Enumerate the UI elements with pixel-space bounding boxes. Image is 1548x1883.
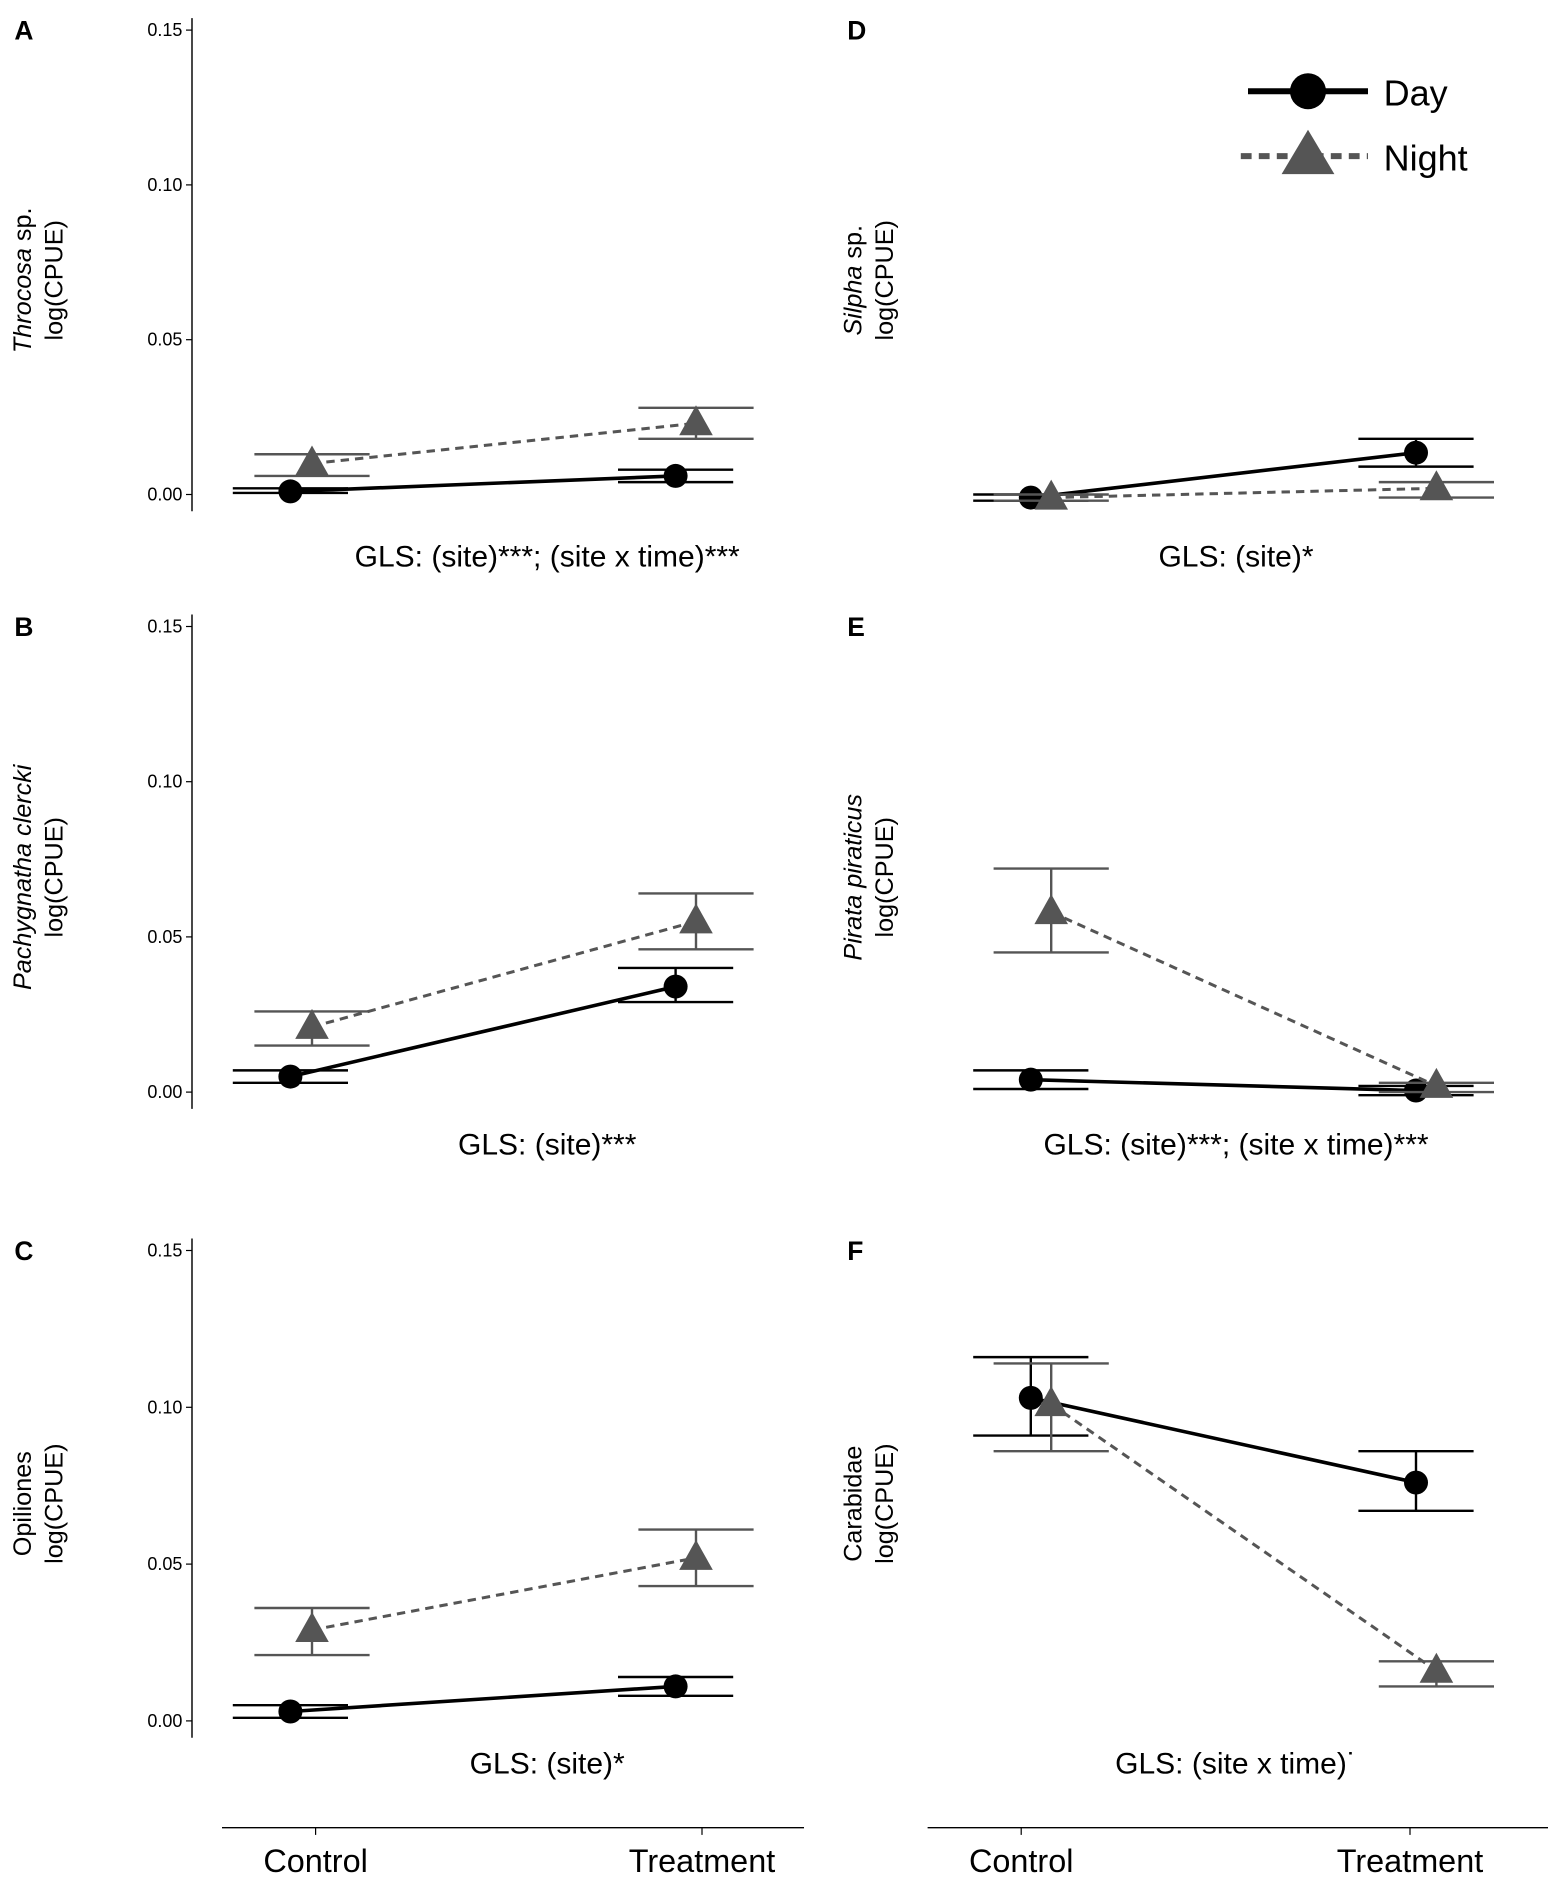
x-tick-label: Control xyxy=(263,1843,367,1879)
y-axis-label-unit: log(CPUE) xyxy=(40,817,68,937)
panel-letter: F xyxy=(847,1236,863,1266)
panel-f: F Carabidae log(CPUE) GLS: (site x time)˙ xyxy=(840,1236,1494,1781)
night-point-control xyxy=(1034,894,1068,925)
y-label-segment: Carabidae xyxy=(840,1446,868,1562)
y-tick-label: 0.10 xyxy=(147,772,182,792)
night-point-control xyxy=(295,445,329,476)
y-tick-label: 0.05 xyxy=(147,927,182,947)
panel-d: D Silpha sp. log(CPUE) GLS: (site)* xyxy=(840,16,1494,574)
night-point-treatment xyxy=(679,1539,713,1570)
gls-annotation: GLS: (site)***; (site x time)*** xyxy=(1043,1129,1428,1162)
night-line xyxy=(311,421,697,466)
y-label-segment: Silpha xyxy=(840,266,868,336)
x-tick-label: Treatment xyxy=(629,1843,775,1879)
y-tick-label: 0.00 xyxy=(147,1711,182,1731)
y-label-segment: sp. xyxy=(9,207,37,248)
gls-annotation: GLS: (site)*** xyxy=(458,1129,637,1162)
day-point-control xyxy=(1018,1385,1043,1410)
day-line xyxy=(290,1684,676,1714)
day-point-control xyxy=(278,1064,303,1089)
y-label-segment: Throcosa xyxy=(9,248,37,353)
gls-annotation: GLS: (site)***; (site x time)*** xyxy=(355,541,740,574)
day-point-treatment xyxy=(663,974,688,999)
day-point-control xyxy=(278,479,303,504)
night-point-control xyxy=(295,1008,329,1039)
night-line xyxy=(311,919,697,1029)
panel-letter: C xyxy=(14,1236,33,1266)
panel-c: C 0.00 0.05 0.10 0.15 Opiliones log(CPUE) GLS: … xyxy=(9,1236,754,1781)
legend-night-marker xyxy=(1281,129,1335,175)
night-point-treatment xyxy=(1419,470,1454,501)
legend-day-marker xyxy=(1290,73,1326,110)
y-axis-label-unit: log(CPUE) xyxy=(871,220,899,340)
panel-letter: B xyxy=(14,612,33,642)
day-point-control xyxy=(1018,485,1043,510)
day-line xyxy=(1030,1077,1417,1093)
y-tick-label: 0.10 xyxy=(147,175,182,195)
day-point-treatment xyxy=(1404,1470,1428,1495)
night-point-treatment xyxy=(679,903,713,934)
y-axis-label-species: Carabidae xyxy=(840,1446,868,1562)
y-axis-label-unit: log(CPUE) xyxy=(40,1444,68,1564)
panel-b: B 0.00 0.05 0.10 0.15 Pachygnatha clercki log(… xyxy=(9,612,754,1162)
x-tick-label: Treatment xyxy=(1337,1843,1483,1879)
x-axis-right: Control Treatment xyxy=(927,1826,1548,1879)
day-point-treatment xyxy=(663,1674,688,1699)
y-tick-label: 0.00 xyxy=(147,485,182,505)
y-tick-label: 0.00 xyxy=(147,1082,182,1102)
night-line xyxy=(1051,486,1437,500)
gls-annotation: GLS: (site)* xyxy=(470,1748,625,1781)
night-line xyxy=(1050,910,1438,1088)
panel-a: A 0.00 0.05 0.10 0.15 Throcosa sp. log(CPUE) GL… xyxy=(9,16,754,574)
night-line xyxy=(1050,1402,1438,1672)
y-label-segment: Pachygnatha clercki xyxy=(9,763,37,990)
panel-letter: D xyxy=(847,16,866,46)
y-tick-label: 0.10 xyxy=(147,1397,182,1417)
night-point-treatment xyxy=(679,405,713,436)
y-axis-label-unit: log(CPUE) xyxy=(871,817,899,937)
y-label-segment: sp. xyxy=(840,225,868,266)
day-point-treatment xyxy=(1404,440,1428,465)
panel-letter: E xyxy=(847,612,865,642)
day-point-control xyxy=(278,1699,303,1724)
legend-night-label: Night xyxy=(1384,138,1468,179)
day-line xyxy=(1030,1396,1417,1485)
y-axis-label-species: Pirata piraticus xyxy=(840,794,868,961)
night-point-treatment xyxy=(1419,1652,1454,1683)
day-point-treatment xyxy=(663,463,688,488)
night-line xyxy=(311,1556,697,1632)
x-axis-left: Control Treatment xyxy=(222,1826,804,1879)
x-tick-label: Control xyxy=(969,1843,1073,1879)
y-tick-label: 0.05 xyxy=(147,330,182,350)
day-line xyxy=(1030,450,1417,500)
day-line xyxy=(290,474,676,494)
panel-letter: A xyxy=(14,16,33,46)
y-tick-label: 0.15 xyxy=(147,1241,182,1261)
legend-day-label: Day xyxy=(1384,73,1448,114)
y-tick-label: 0.15 xyxy=(147,617,182,637)
legend: Day Night xyxy=(1240,73,1468,179)
y-axis-label-unit: log(CPUE) xyxy=(40,220,68,340)
night-point-control xyxy=(295,1611,329,1642)
y-axis-label-unit: log(CPUE) xyxy=(871,1444,899,1564)
y-tick-label: 0.05 xyxy=(147,1554,182,1574)
y-axis-label-species: Silpha sp. xyxy=(840,225,868,336)
panel-e: E Pirata piraticus log(CPUE) GLS: (site)***… xyxy=(840,612,1494,1162)
gls-annotation: GLS: (site x time)˙ xyxy=(1115,1748,1357,1781)
y-axis-label-species: Pachygnatha clercki xyxy=(9,763,37,990)
night-point-treatment xyxy=(1419,1067,1454,1098)
y-axis-label-species: Throcosa sp. xyxy=(9,207,37,353)
night-point-control xyxy=(1034,479,1068,510)
gls-annotation: GLS: (site)* xyxy=(1158,541,1313,574)
y-label-segment: Opiliones xyxy=(9,1451,37,1556)
night-point-control xyxy=(1034,1386,1068,1417)
day-line xyxy=(289,984,677,1079)
y-tick-label: 0.15 xyxy=(147,20,182,40)
day-point-control xyxy=(1018,1067,1043,1092)
y-label-segment: Pirata piraticus xyxy=(840,794,868,961)
y-axis-label-species: Opiliones xyxy=(9,1451,37,1556)
